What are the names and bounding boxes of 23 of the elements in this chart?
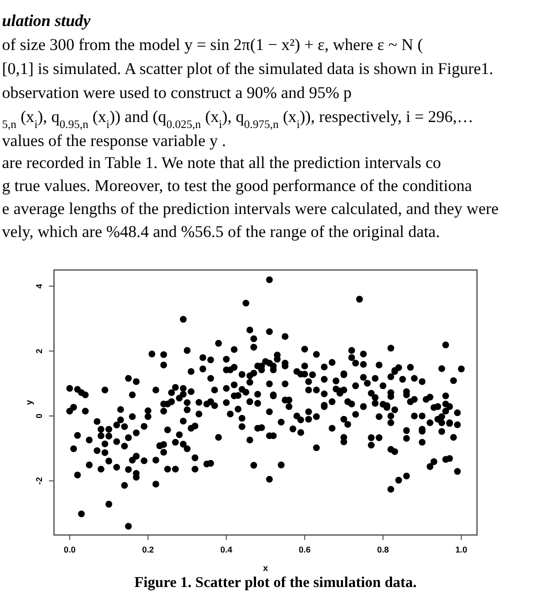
x-tick-label: 0.4 — [220, 544, 233, 554]
text: g true values. Moreover, to test the good performance of the conditiona — [2, 176, 473, 195]
text: ulation study — [2, 11, 92, 30]
y-axis-title: y — [24, 400, 34, 406]
caption: Figure 1. Scatter plot of the simulation data. — [134, 575, 417, 591]
y-tick-label: -2 — [34, 476, 44, 485]
x-tick-label: 0.0 — [64, 544, 76, 554]
x-tick-label: 0.2 — [142, 544, 154, 554]
text: observation were used to construct a 90% and 95% p — [2, 83, 352, 102]
text: of size 300 from the model y = sin 2π(1 − x²) + ε, where ε ~ N ( — [2, 35, 423, 54]
text: values of the response variable y . — [2, 131, 226, 150]
x-tick-label: 0.8 — [377, 544, 390, 554]
x-tick-label: 0.6 — [298, 544, 311, 554]
y-tick-label: 0 — [34, 413, 44, 418]
text: [0,1] is simulated. A scatter plot of the simulated data is shown in Figure1. — [2, 59, 494, 78]
text: are recorded in Table 1. We note that all the prediction intervals co — [2, 153, 442, 172]
y-tick-label: 2 — [34, 348, 44, 354]
text: $_{5,n}$ (x$_{i}$), q$_{0.95,n}$ (x$_{i}$)) and (q$_{0.025,n}$ (x$_{i}$), q$_{0.975,n}$ (x$_{i}$)), respectively, i = 296,… — [2, 107, 474, 131]
text: e average lengths of the prediction intervals were calculated, and they were — [2, 199, 499, 218]
y-tick-label: 4 — [34, 284, 44, 289]
text: vely, which are %48.4 and %56.5 of the range of the original data. — [2, 222, 440, 241]
x-axis-title: x — [262, 563, 268, 573]
x-tick-label: 1.0 — [455, 544, 468, 554]
